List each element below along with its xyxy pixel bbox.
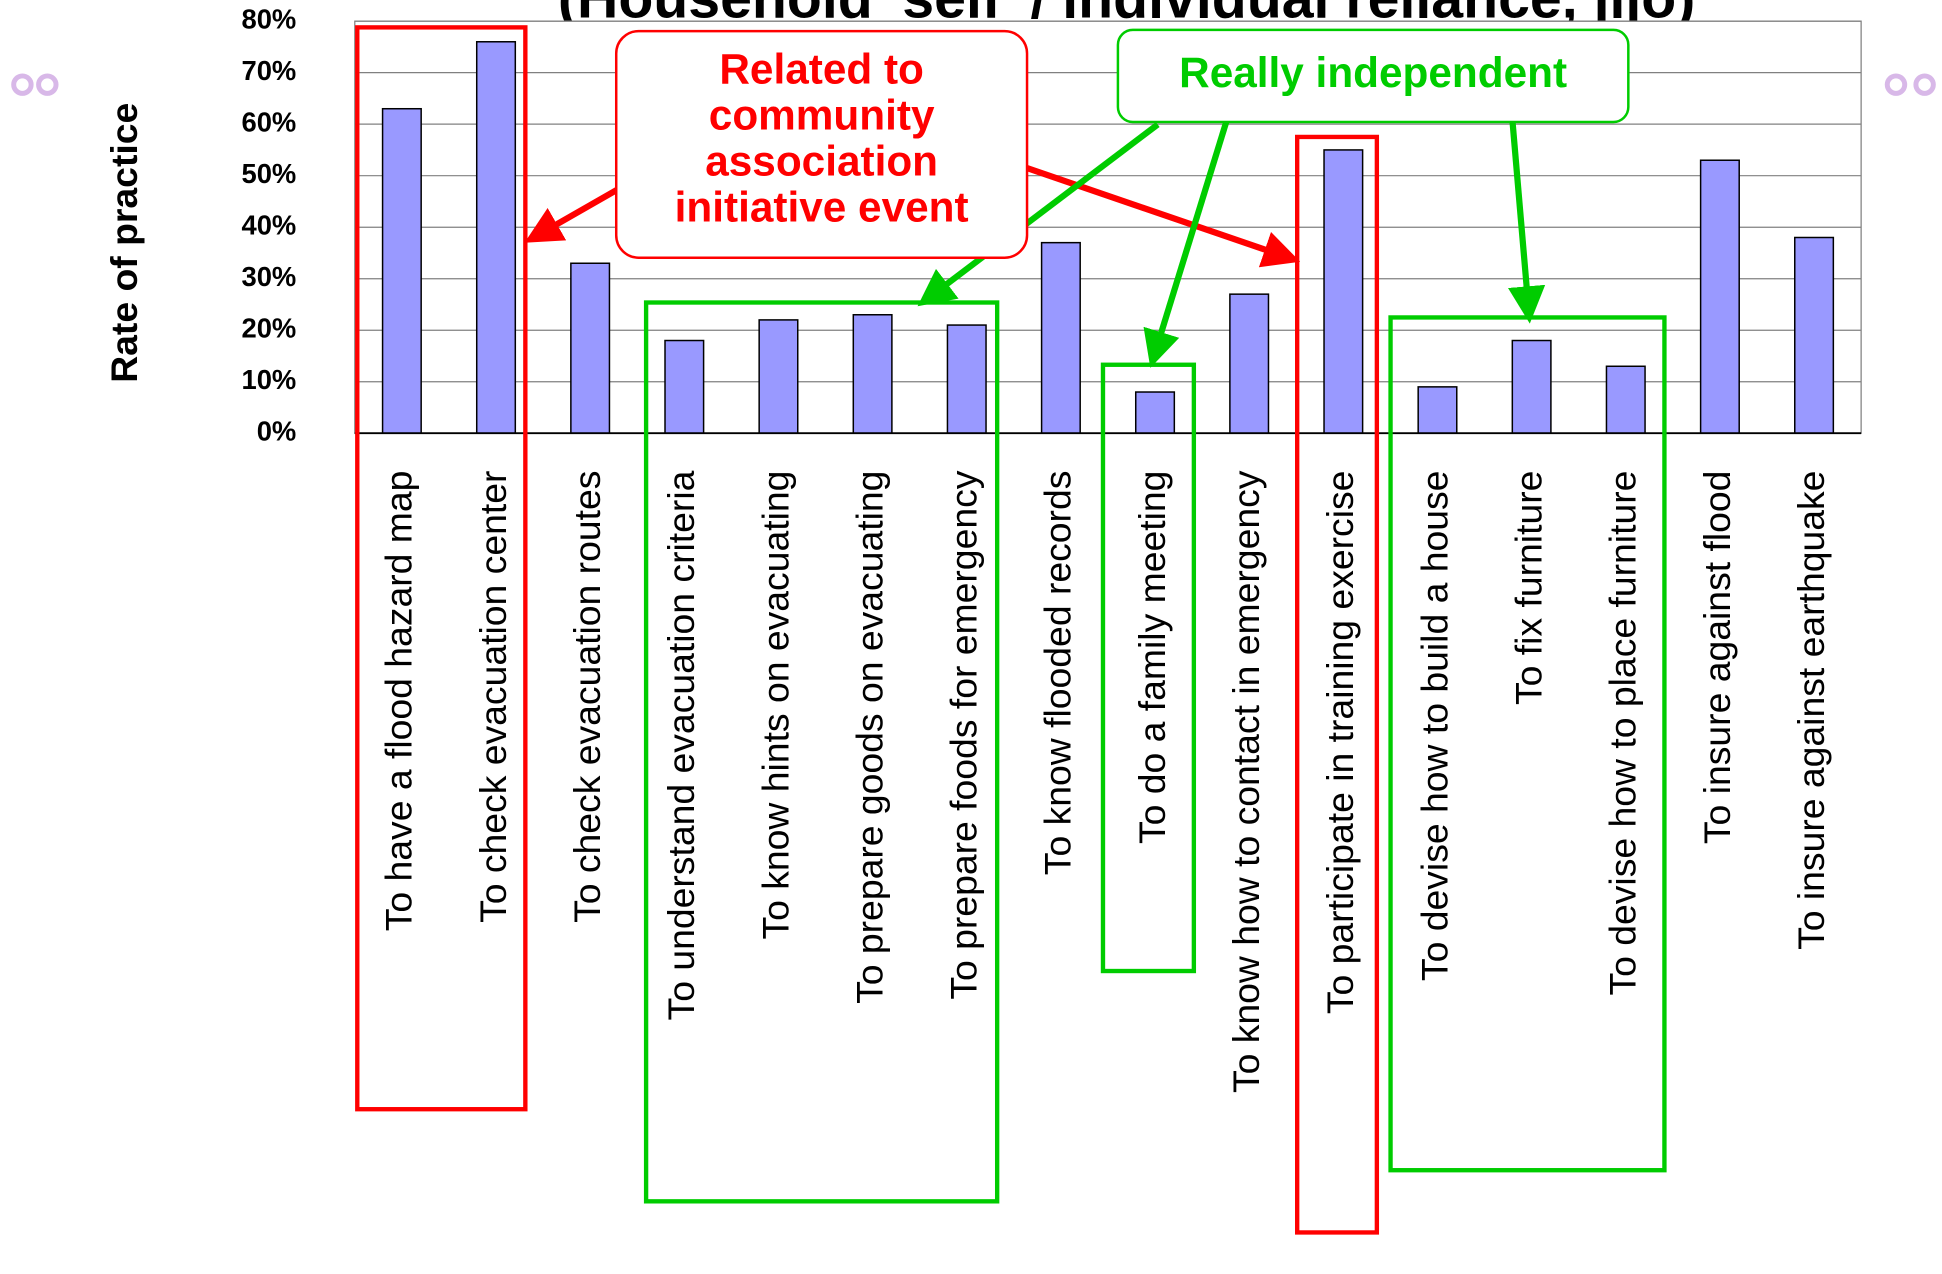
annotation: association — [705, 137, 938, 184]
x-tick-label: To understand evacuation criteria — [660, 470, 702, 1020]
x-tick-label: To do a family meeting — [1131, 471, 1173, 844]
y-tick-label: 10% — [241, 364, 296, 395]
annotation: Really independent — [1179, 49, 1567, 96]
x-tick-label: To know hints on evacuating — [754, 471, 796, 940]
x-tick-label: To check evacuation center — [472, 471, 514, 923]
bar — [1323, 149, 1364, 434]
bar — [1699, 159, 1740, 434]
x-tick-label: To fix furniture — [1507, 471, 1549, 705]
arrow — [1143, 121, 1230, 368]
x-tick-label: To have a flood hazard map — [378, 471, 420, 932]
annotation: Related to — [719, 45, 924, 92]
annotation: initiative event — [675, 184, 969, 231]
red-box — [355, 25, 528, 1112]
bar — [852, 314, 893, 434]
arrow — [1508, 121, 1546, 324]
bar — [1040, 241, 1081, 434]
x-tick-label: To prepare foods for emergency — [943, 470, 985, 999]
arrows — [524, 121, 1546, 368]
bar — [1794, 236, 1835, 434]
bar — [1134, 391, 1176, 434]
bar — [1417, 386, 1458, 434]
arrow — [1026, 165, 1301, 268]
y-axis-label: Rate of practice — [103, 103, 145, 383]
bar — [381, 107, 422, 434]
y-tick-label: 30% — [241, 261, 296, 292]
plot: 0% 10% 20% 30% 40% 50% 60% 70% 80% To have a floo… — [241, 3, 1862, 1093]
y-tick-label: 0% — [257, 415, 297, 446]
arrow — [524, 184, 624, 243]
y-tick-label: 40% — [241, 209, 296, 240]
chart-body: (Household 'self' / individual reliance,… — [11, 0, 1936, 1235]
y-tick-label: 50% — [241, 158, 296, 189]
callout — [614, 29, 1029, 259]
bar — [946, 324, 987, 434]
x-tick-label: To insure against flood — [1696, 471, 1738, 845]
x-tick-label: To participate in training exercise — [1319, 471, 1361, 1015]
y-tick-label: 60% — [241, 106, 296, 137]
callout — [1116, 28, 1630, 124]
x-tick-label: To check evacuation routes — [566, 471, 608, 923]
bar — [1605, 365, 1646, 434]
y-tick-label: 70% — [241, 55, 296, 86]
bar — [1229, 293, 1270, 434]
x-tick-label: To devise how to place furniture — [1602, 471, 1644, 996]
bar — [1511, 339, 1552, 434]
x-tick-label: To insure against earthquake — [1790, 471, 1832, 950]
arrow — [917, 122, 1160, 307]
bar — [570, 262, 611, 434]
annotation: community — [709, 91, 935, 138]
x-tick-label: To devise how to build a house — [1413, 471, 1455, 982]
x-tick-label: To know flooded records — [1037, 471, 1079, 876]
y-tick-label: 80% — [241, 3, 296, 34]
bar — [475, 41, 517, 434]
bar — [664, 339, 705, 434]
bar — [758, 319, 799, 434]
red-box — [1295, 134, 1380, 1235]
decoration — [11, 73, 1936, 96]
x-tick-label: To know how to contact in emergency — [1225, 470, 1267, 1093]
green-box — [643, 300, 1000, 1204]
x-tick-label: To prepare goods on evacuating — [848, 471, 890, 1004]
y-tick-label: 20% — [241, 312, 296, 343]
